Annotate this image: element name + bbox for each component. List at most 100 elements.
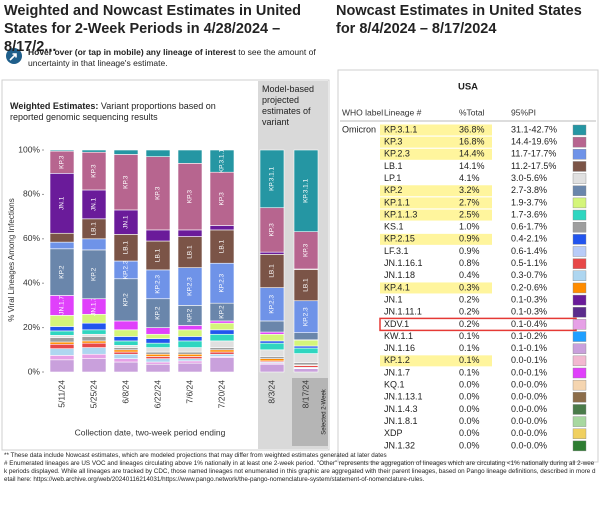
bar-segment <box>49 173 75 234</box>
lineage: JN.1.8.1 <box>384 416 418 426</box>
lineage: XDV.1 <box>384 319 409 329</box>
bar-segment <box>259 254 285 288</box>
bar-segment <box>49 315 75 327</box>
segment-label: KP.3 <box>269 223 276 237</box>
bar-segment <box>209 320 235 324</box>
chart-subtitle: Weighted Estimates: Variant proportions … <box>10 101 250 123</box>
y-tick-label: 20% <box>23 322 40 332</box>
bar-segment <box>177 353 203 357</box>
bar-segment <box>145 351 171 355</box>
bar-segment <box>49 355 75 361</box>
bar-segment <box>259 342 285 351</box>
bar-segment <box>259 349 285 357</box>
lineage: JN.1.16.1 <box>384 258 423 268</box>
x-tick-label: 6/8/24 <box>120 380 130 404</box>
bar-segment <box>259 251 285 255</box>
lineage: KP.2.15 <box>384 234 415 244</box>
swatch <box>572 440 587 452</box>
swatch <box>572 124 587 136</box>
bar-segment <box>177 340 203 348</box>
bar-segment <box>81 189 107 220</box>
swatch <box>572 404 587 415</box>
bar-segment <box>293 332 319 341</box>
swatch <box>572 246 587 257</box>
segment-label: KP.3.1.1 <box>303 178 310 202</box>
bar-segment <box>177 149 203 164</box>
bar-segment <box>145 347 171 353</box>
bar-segment <box>145 149 171 157</box>
interval: 11.7-17.7% <box>511 149 556 159</box>
row-highlight <box>380 209 492 221</box>
bar-segment <box>49 335 75 338</box>
bar-segment <box>209 329 235 335</box>
interval: 0.1-0.3% <box>511 307 547 317</box>
y-tick-label: 60% <box>23 233 40 243</box>
swatch <box>572 416 587 427</box>
lineage: XDP <box>384 428 403 438</box>
interval: 1.9-3.7% <box>511 197 547 207</box>
y-tick-label: 0% <box>28 366 41 376</box>
x-tick-label: 7/20/24 <box>216 380 226 409</box>
segment-label: KP.2.3 <box>269 295 276 314</box>
percent-total: 0.0% <box>459 428 480 438</box>
swatch <box>572 428 587 439</box>
interval: 0.0-0.0% <box>511 440 547 450</box>
y-tick-label: 40% <box>23 277 40 287</box>
interval: 0.1-0.4% <box>511 319 547 329</box>
lineage: JN.1.4.3 <box>384 404 418 414</box>
row-highlight <box>380 197 492 209</box>
swatch <box>572 270 587 281</box>
bar-segment <box>113 340 139 346</box>
bar-segment <box>177 163 203 231</box>
y-tick-label: 100% <box>18 144 40 154</box>
segment-label: KP.2 <box>219 305 226 319</box>
swatch <box>572 221 587 233</box>
percent-total: 0.8% <box>459 258 480 268</box>
row-highlight <box>380 282 492 294</box>
bar-segment <box>259 333 285 342</box>
bar-segment <box>293 300 319 334</box>
swatch <box>572 234 587 245</box>
swatch <box>572 161 587 172</box>
percent-total: 0.9% <box>459 234 480 244</box>
bar-segment <box>209 149 235 173</box>
page-title: Weighted and Nowcast Estimates in United… <box>4 3 302 55</box>
footnote: # Enumerated lineages are US VOC and lin… <box>4 460 596 483</box>
interval: 0.1-0.2% <box>511 331 547 341</box>
percent-total: 2.5% <box>459 209 480 219</box>
lineage: LB.1 <box>384 161 403 171</box>
segment-label: KP.3.1.1 <box>269 166 276 190</box>
bar-segment <box>209 262 235 304</box>
row-highlight <box>380 136 492 148</box>
percent-total: 0.0% <box>459 404 480 414</box>
bar-segment <box>81 358 107 373</box>
bar-segment <box>113 149 139 155</box>
bar-segment <box>259 287 285 322</box>
bar-segment <box>113 320 139 331</box>
bar-segment <box>259 207 285 253</box>
footnote: ** These data include Nowcast estimates,… <box>4 452 387 459</box>
percent-total: 0.2% <box>459 319 480 329</box>
segment-label: KP.3 <box>187 190 194 204</box>
bar-segment <box>293 353 319 363</box>
bar-segment <box>113 336 139 342</box>
bar-segment <box>81 322 107 331</box>
interval: 0.0-0.1% <box>511 367 547 377</box>
bar-segment <box>113 353 139 359</box>
percent-total: 0.1% <box>459 343 480 353</box>
lineage: KP.1.1.3 <box>384 209 417 219</box>
lineage: KW.1.1 <box>384 331 413 341</box>
bar-segment <box>177 358 203 362</box>
bar-segment <box>113 345 139 348</box>
interval: 0.0-0.1% <box>511 355 547 365</box>
bar-segment <box>293 231 319 270</box>
bar-segment <box>145 353 171 357</box>
segment-label: KP.2.3 <box>219 273 226 292</box>
bar-segment <box>259 340 285 344</box>
percent-total: 0.2% <box>459 294 480 304</box>
hint-icon <box>6 48 22 64</box>
lineage: JN.1.16 <box>384 343 415 353</box>
interval: 1.7-3.6% <box>511 209 547 219</box>
segment-label: LB.1 <box>91 222 98 236</box>
percent-total: 0.4% <box>459 270 480 280</box>
